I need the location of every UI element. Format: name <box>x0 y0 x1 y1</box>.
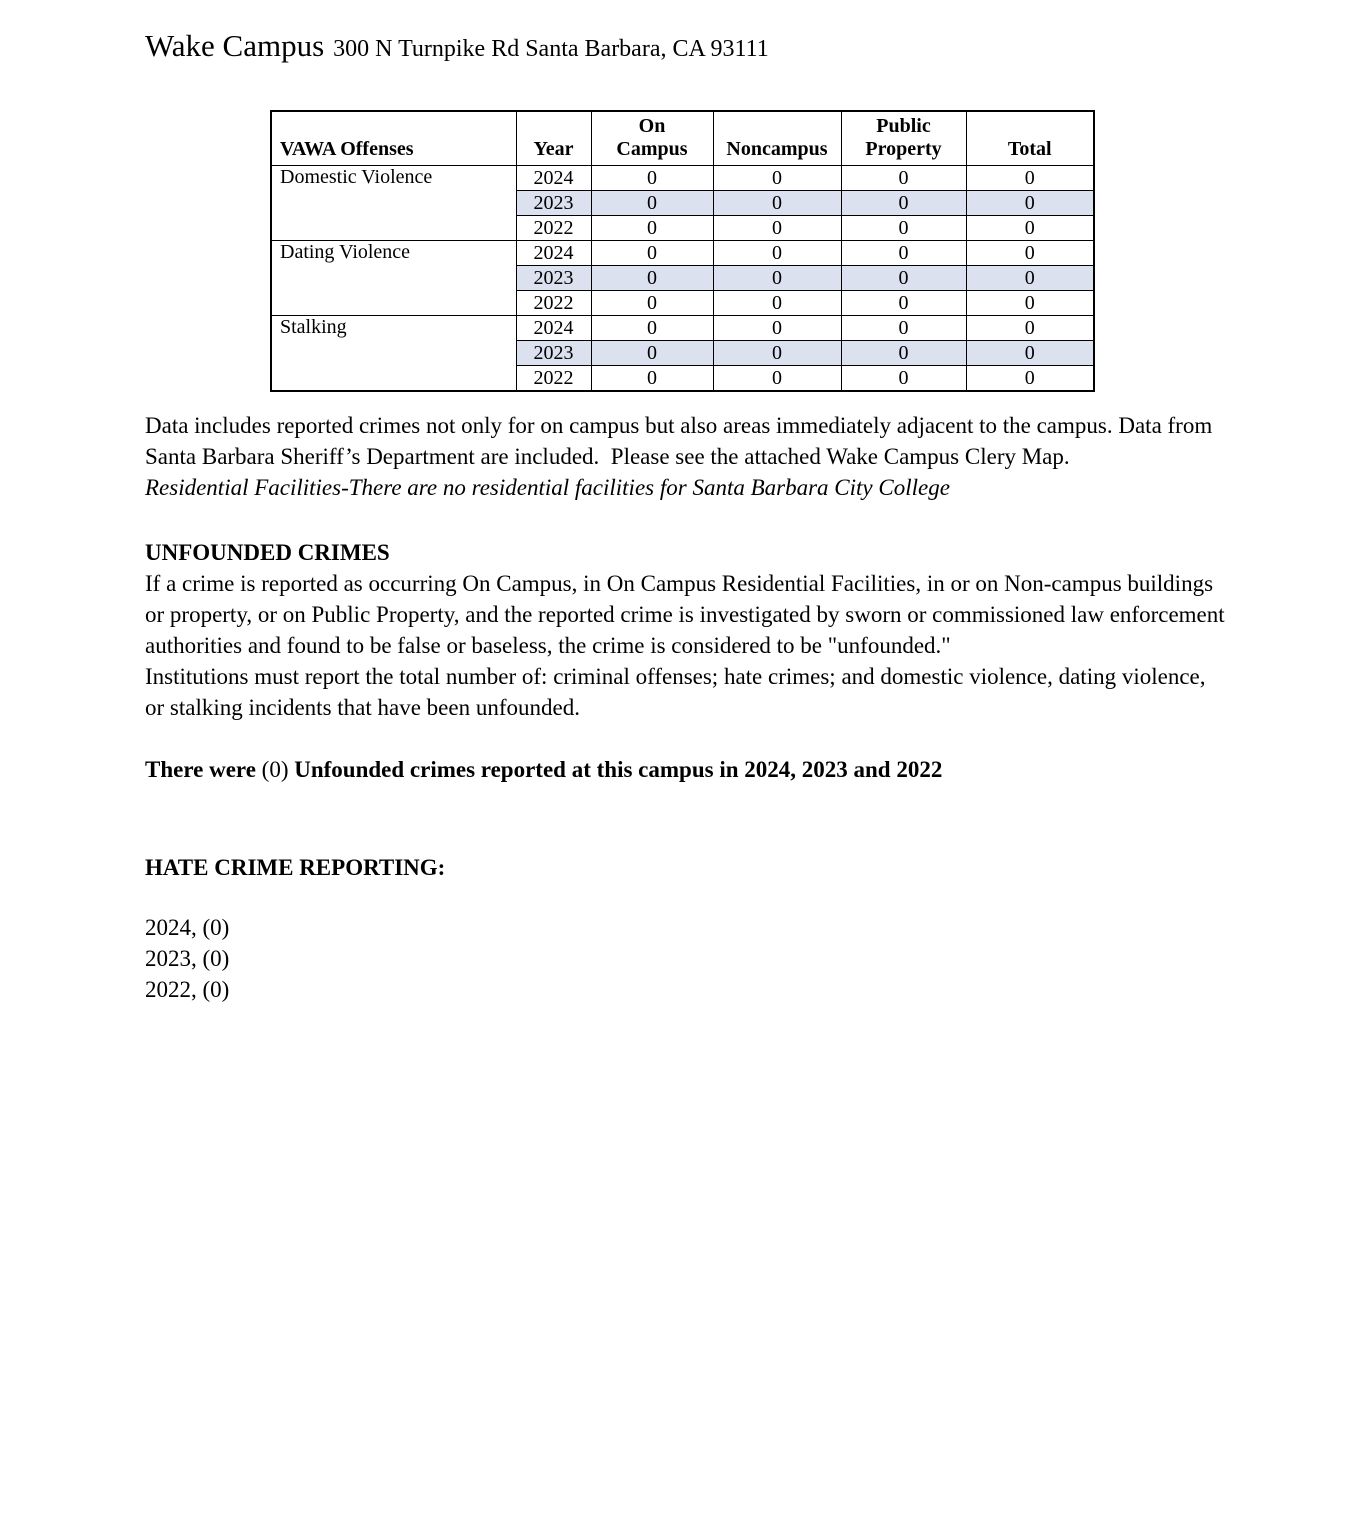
table-row: 2023 0 0 0 0 <box>271 190 1095 216</box>
value-cell: 0 <box>590 315 714 341</box>
year-cell: 2022 <box>515 215 592 241</box>
unfounded-count-statement: There were (0) Unfounded crimes reported… <box>145 754 1225 785</box>
data-includes-paragraph: Data includes reported crimes not only f… <box>145 413 1218 469</box>
year-cell: 2022 <box>515 290 592 316</box>
value-cell: 0 <box>965 240 1095 266</box>
value-cell: 0 <box>590 190 714 216</box>
unfounded-definition-paragraph: If a crime is reported as occurring On C… <box>145 571 1231 658</box>
value-cell: 0 <box>965 340 1095 366</box>
table-row: 2022 0 0 0 0 <box>271 290 1095 316</box>
unfounded-crimes-heading: UNFOUNDED CRIMES <box>145 540 390 565</box>
value-cell: 0 <box>840 215 967 241</box>
value-cell: 0 <box>840 340 967 366</box>
column-header: Public Property <box>840 110 967 166</box>
value-cell: 0 <box>965 265 1095 291</box>
table-row: Stalking 2024 0 0 0 0 <box>270 315 1095 392</box>
value-cell: 0 <box>590 215 714 241</box>
institutions-report-paragraph: Institutions must report the total numbe… <box>145 664 1212 720</box>
statement-count: (0) <box>261 757 289 782</box>
value-cell: 0 <box>590 340 714 366</box>
column-header: On Campus <box>590 110 714 166</box>
value-cell: 0 <box>965 290 1095 316</box>
value-cell: 0 <box>840 165 967 191</box>
hate-crime-year-line: 2024, (0) <box>145 915 230 940</box>
year-cell: 2024 <box>515 165 592 191</box>
vawa-offenses-table: VAWA Offenses Year On Campus Noncampus Public… <box>270 110 1095 392</box>
hate-crime-year-line: 2023, (0) <box>145 946 230 971</box>
column-header: VAWA Offenses <box>270 110 517 166</box>
value-cell: 0 <box>840 265 967 291</box>
value-cell: 0 <box>590 365 714 392</box>
table-body: Domestic Violence 2024 0 0 0 0 2023 0 0 0 0 2022 0 0 0… <box>270 165 1095 392</box>
value-cell: 0 <box>840 315 967 341</box>
value-cell: 0 <box>712 290 842 316</box>
value-cell: 0 <box>590 265 714 291</box>
value-cell: 0 <box>590 165 714 191</box>
column-header: Noncampus <box>712 110 842 166</box>
offense-cell: Domestic Violence <box>270 165 517 241</box>
year-cell: 2023 <box>515 265 592 291</box>
page-title: Wake Campus 300 N Turnpike Rd Santa Barba… <box>145 28 769 64</box>
value-cell: 0 <box>840 240 967 266</box>
value-cell: 0 <box>712 215 842 241</box>
hate-crime-years-list: 2024, (0) 2023, (0) 2022, (0) <box>145 912 1225 1005</box>
table-row: 2023 0 0 0 0 <box>271 265 1095 291</box>
statement-prefix: There were <box>145 757 262 782</box>
value-cell: 0 <box>840 365 967 392</box>
table-row: Dating Violence 2024 0 0 0 0 <box>270 240 1095 316</box>
value-cell: 0 <box>965 365 1095 392</box>
year-cell: 2023 <box>515 190 592 216</box>
year-cell: 2024 <box>515 315 592 341</box>
table-row: Domestic Violence 2024 0 0 0 0 <box>270 165 1095 241</box>
value-cell: 0 <box>712 315 842 341</box>
statement-suffix: Unfounded crimes reported at this campus… <box>288 757 943 782</box>
value-cell: 0 <box>965 215 1095 241</box>
table-row: 2022 0 0 0 0 <box>271 365 1095 392</box>
value-cell: 0 <box>712 165 842 191</box>
value-cell: 0 <box>590 290 714 316</box>
year-cell: 2024 <box>515 240 592 266</box>
table-head: VAWA Offenses Year On Campus Noncampus Public… <box>270 110 1095 166</box>
hate-crime-year-line: 2022, (0) <box>145 977 230 1002</box>
document-body: Data includes reported crimes not only f… <box>145 410 1225 1005</box>
value-cell: 0 <box>840 190 967 216</box>
offense-cell: Dating Violence <box>270 240 517 316</box>
campus-address: 300 N Turnpike Rd Santa Barbara, CA 9311… <box>333 36 769 62</box>
value-cell: 0 <box>965 315 1095 341</box>
column-header: Total <box>965 110 1095 166</box>
hate-crime-heading: HATE CRIME REPORTING: <box>145 855 446 880</box>
value-cell: 0 <box>712 265 842 291</box>
value-cell: 0 <box>712 240 842 266</box>
table-row: 2023 0 0 0 0 <box>271 340 1095 366</box>
year-cell: 2023 <box>515 340 592 366</box>
value-cell: 0 <box>712 340 842 366</box>
header-row: VAWA Offenses Year On Campus Noncampus Public… <box>270 110 1095 166</box>
value-cell: 0 <box>712 365 842 392</box>
value-cell: 0 <box>590 240 714 266</box>
offense-cell: Stalking <box>270 315 517 392</box>
value-cell: 0 <box>840 290 967 316</box>
value-cell: 0 <box>712 190 842 216</box>
value-cell: 0 <box>965 165 1095 191</box>
residential-facilities-note: Residential Facilities-There are no resi… <box>145 475 950 500</box>
column-header: Year <box>515 110 592 166</box>
year-cell: 2022 <box>515 365 592 392</box>
campus-name: Wake Campus <box>145 28 325 63</box>
table-row: 2022 0 0 0 0 <box>271 215 1095 241</box>
value-cell: 0 <box>965 190 1095 216</box>
